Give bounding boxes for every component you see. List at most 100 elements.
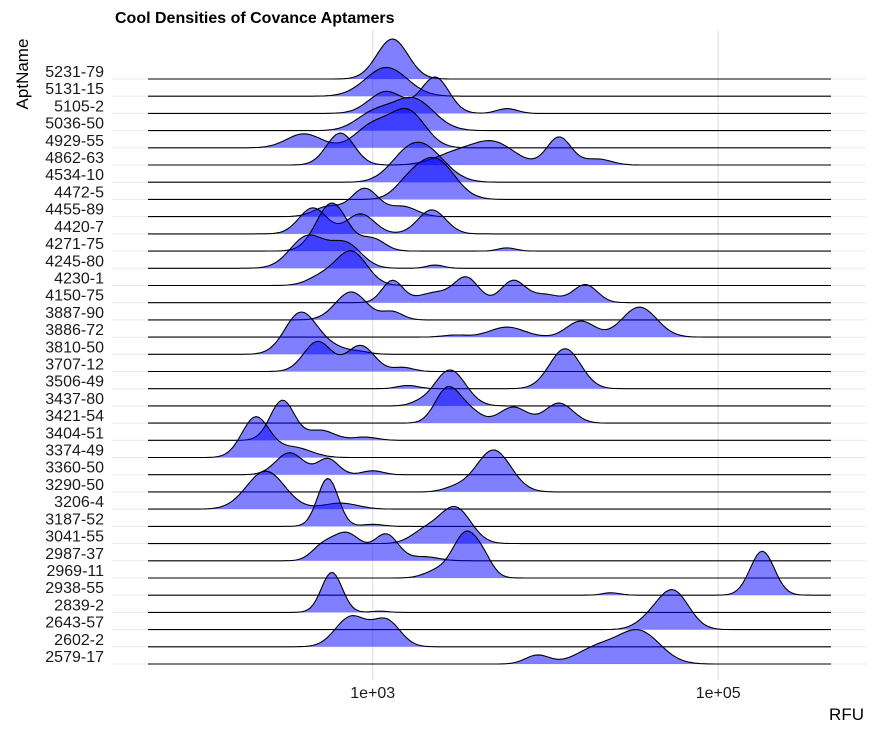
y-tick-label: 3506-49 (45, 374, 104, 391)
y-tick-label: 3360-50 (45, 460, 104, 477)
y-tick-label: 2839-2 (54, 597, 104, 614)
density-area (148, 276, 831, 303)
density-line (148, 276, 831, 304)
ridge-4862-63 (148, 132, 831, 166)
density-area (148, 506, 831, 544)
ridge-5105-2 (148, 76, 831, 114)
density-line (148, 477, 831, 527)
density-line (148, 369, 831, 407)
density-area (148, 551, 831, 596)
y-tick-label: 2579-17 (45, 649, 104, 666)
ridge-4271-75 (148, 202, 831, 252)
density-line (148, 187, 831, 218)
x-tick-label: 1e+05 (696, 685, 741, 702)
density-line (148, 470, 831, 510)
density-line (148, 96, 831, 132)
density-area (148, 39, 831, 79)
density-area (148, 452, 831, 475)
density-area (148, 341, 831, 372)
density-line (148, 615, 831, 648)
y-tick-label: 3041-55 (45, 529, 104, 546)
y-tick-label: 2643-57 (45, 615, 104, 632)
density-line (148, 76, 831, 114)
density-line (148, 505, 831, 545)
y-tick-label: 4534-10 (45, 167, 104, 184)
density-area (148, 615, 831, 647)
y-tick-label: 4245-80 (45, 253, 104, 270)
density-area (148, 629, 831, 664)
y-axis-title: AptName (13, 39, 32, 110)
density-area (148, 531, 831, 578)
ridge-layer (148, 38, 831, 665)
y-tick-label: 3206-4 (54, 494, 104, 511)
density-line (148, 234, 831, 269)
density-area (148, 77, 831, 114)
y-tick-label: 5231-79 (45, 64, 104, 81)
density-line (148, 38, 831, 80)
density-line (148, 250, 831, 287)
y-tick-label: 2938-55 (45, 580, 104, 597)
ridge-2602-2 (148, 615, 831, 648)
y-tick-label: 3187-52 (45, 511, 104, 528)
ridge-2643-57 (148, 589, 831, 631)
density-line (148, 207, 831, 235)
ridge-4230-1 (148, 250, 831, 287)
density-area (148, 203, 831, 252)
density-area (148, 572, 831, 613)
density-area (148, 307, 831, 338)
ridge-3707-12 (148, 340, 831, 373)
y-tick-label: 4150-75 (45, 288, 104, 305)
x-tick-label: 1e+03 (350, 685, 395, 702)
y-tick-label: 4420-7 (54, 219, 104, 236)
y-tick-label: 4862-63 (45, 150, 104, 167)
y-tick-label: 5036-50 (45, 116, 104, 133)
y-tick-label: 3290-50 (45, 477, 104, 494)
density-area (148, 450, 831, 492)
y-tick-label: 4929-55 (45, 133, 104, 150)
density-line (148, 66, 831, 97)
density-line (148, 550, 831, 596)
density-area (148, 234, 831, 269)
y-tick-label: 5131-15 (45, 81, 104, 98)
ridge-4534-10 (148, 141, 831, 183)
ridge-5131-15 (148, 66, 831, 97)
density-area (148, 207, 831, 234)
y-tick-label: 4230-1 (54, 270, 104, 287)
density-area (148, 369, 831, 406)
y-tick-label: 2987-37 (45, 546, 104, 563)
ridge-3886-72 (148, 306, 831, 338)
ridge-3187-52 (148, 477, 831, 527)
ridge-5231-79 (148, 38, 831, 80)
ridge-4472-5 (148, 156, 831, 200)
ridge-2579-17 (148, 629, 831, 665)
y-tick-label: 4455-89 (45, 202, 104, 219)
ridge-2987-37 (148, 531, 831, 562)
density-area (148, 67, 831, 97)
ridge-5036-50 (148, 96, 831, 132)
x-tick-labels: 1e+03 1e+05 (350, 685, 740, 702)
density-line (148, 629, 831, 665)
density-line (148, 141, 831, 183)
density-line (148, 340, 831, 373)
y-tick-label: 3810-50 (45, 339, 104, 356)
chart-title: Cool Densities of Covance Aptamers (115, 10, 395, 27)
density-line (148, 572, 831, 613)
density-area (148, 478, 831, 527)
density-area (148, 250, 831, 286)
density-area (148, 133, 831, 165)
y-tick-label: 3707-12 (45, 357, 104, 374)
ridge-3041-55 (148, 505, 831, 545)
density-line (148, 132, 831, 166)
density-area (148, 532, 831, 561)
ridge-4420-7 (148, 207, 831, 235)
density-area (148, 188, 831, 217)
density-area (148, 589, 831, 630)
y-tick-label: 3374-49 (45, 443, 104, 460)
y-tick-label: 3404-51 (45, 425, 104, 442)
x-axis-title: RFU (829, 705, 864, 724)
y-tick-label: 2602-2 (54, 632, 104, 649)
density-line (148, 202, 831, 252)
y-tick-label: 3437-80 (45, 391, 104, 408)
density-line (148, 311, 831, 355)
